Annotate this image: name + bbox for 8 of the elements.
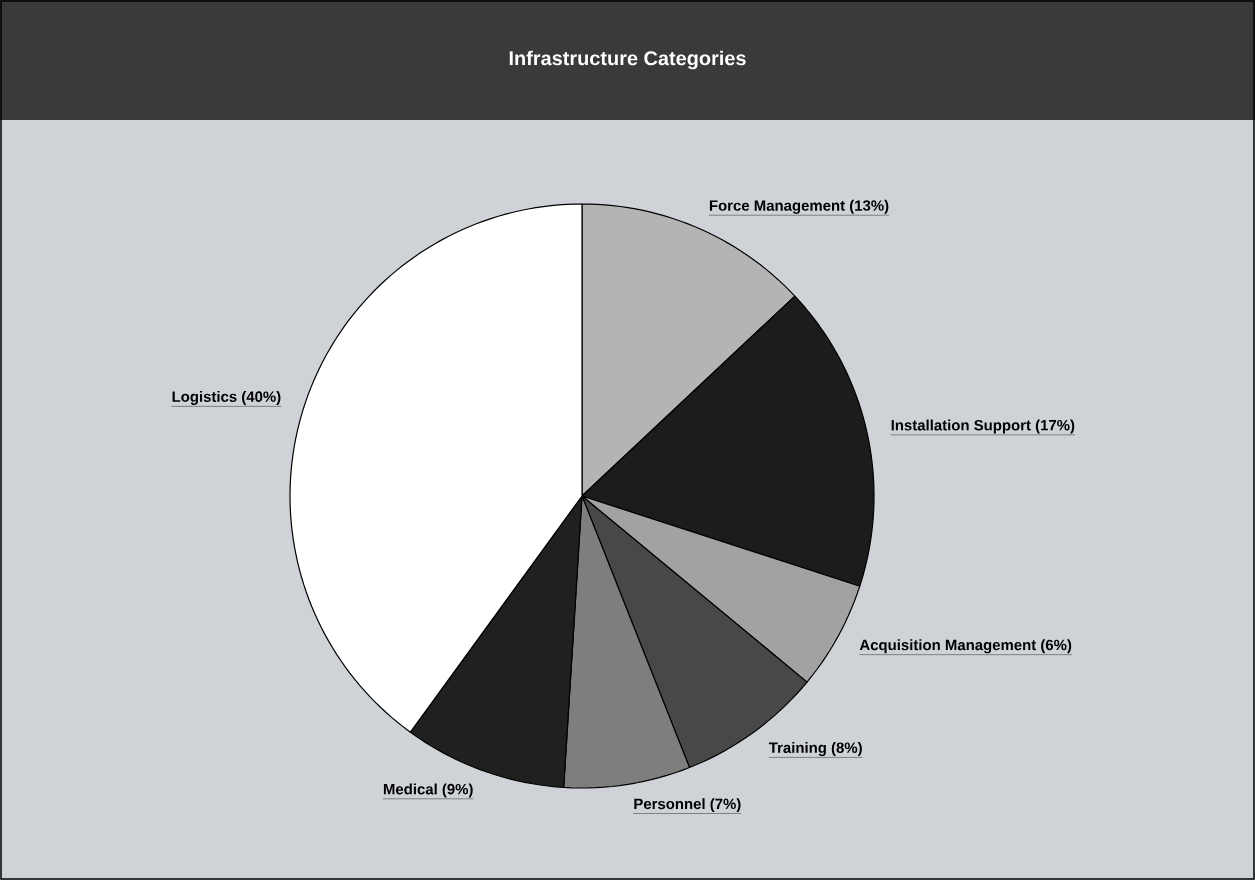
slice-label: Logistics (40%) (172, 390, 281, 405)
slice-label: Training (8%) (768, 742, 862, 757)
slice-label: Personnel (7%) (634, 798, 741, 813)
slice-label: Medical (9%) (383, 783, 473, 798)
slice-label: Acquisition Management (6%) (859, 639, 1072, 654)
slice-label: Installation Support (17%) (891, 419, 1075, 434)
chart-title: Infrastructure Categories (509, 50, 746, 70)
slice-label: Force Management (13%) (709, 199, 889, 214)
